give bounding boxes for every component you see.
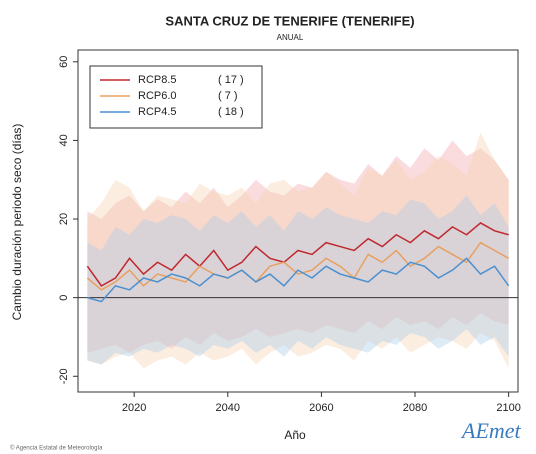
series-line [86, 222, 509, 287]
x-tick-label: 2100 [496, 402, 520, 414]
y-tick-label: 0 [58, 295, 70, 301]
x-tick-label: 2080 [403, 402, 427, 414]
chart-title: SANTA CRUZ DE TENERIFE (TENERIFE) [165, 13, 414, 28]
x-tick-label: 2020 [122, 402, 146, 414]
x-tick-label: 2040 [216, 402, 240, 414]
y-tick-label: -20 [58, 368, 70, 384]
range-band [87, 195, 509, 365]
legend-label: RCP8.5 [138, 74, 177, 86]
plot-frame [77, 49, 519, 393]
series-line [86, 241, 510, 291]
x-axis-label: Año [284, 428, 306, 442]
legend-label: RCP6.0 [138, 90, 177, 102]
legend-count: ( 7 ) [218, 90, 238, 102]
legend-count: ( 18 ) [218, 106, 244, 118]
footer: © Agencia Estatal de Meteorología [10, 445, 103, 452]
legend-count: ( 17 ) [218, 74, 244, 86]
legend-box [89, 65, 263, 129]
y-tick-label: 60 [58, 56, 70, 68]
legend-label: RCP4.5 [138, 106, 177, 118]
range-band [87, 140, 509, 353]
logo: AEmet [460, 418, 522, 443]
y-tick-label: 20 [58, 213, 70, 225]
y-tick-label: 40 [58, 134, 70, 146]
chart-subtitle: ANUAL [277, 33, 304, 42]
y-axis-label: Cambio duración periodo seco (días) [10, 124, 24, 321]
series-line [87, 257, 510, 303]
x-tick-label: 2060 [309, 402, 333, 414]
